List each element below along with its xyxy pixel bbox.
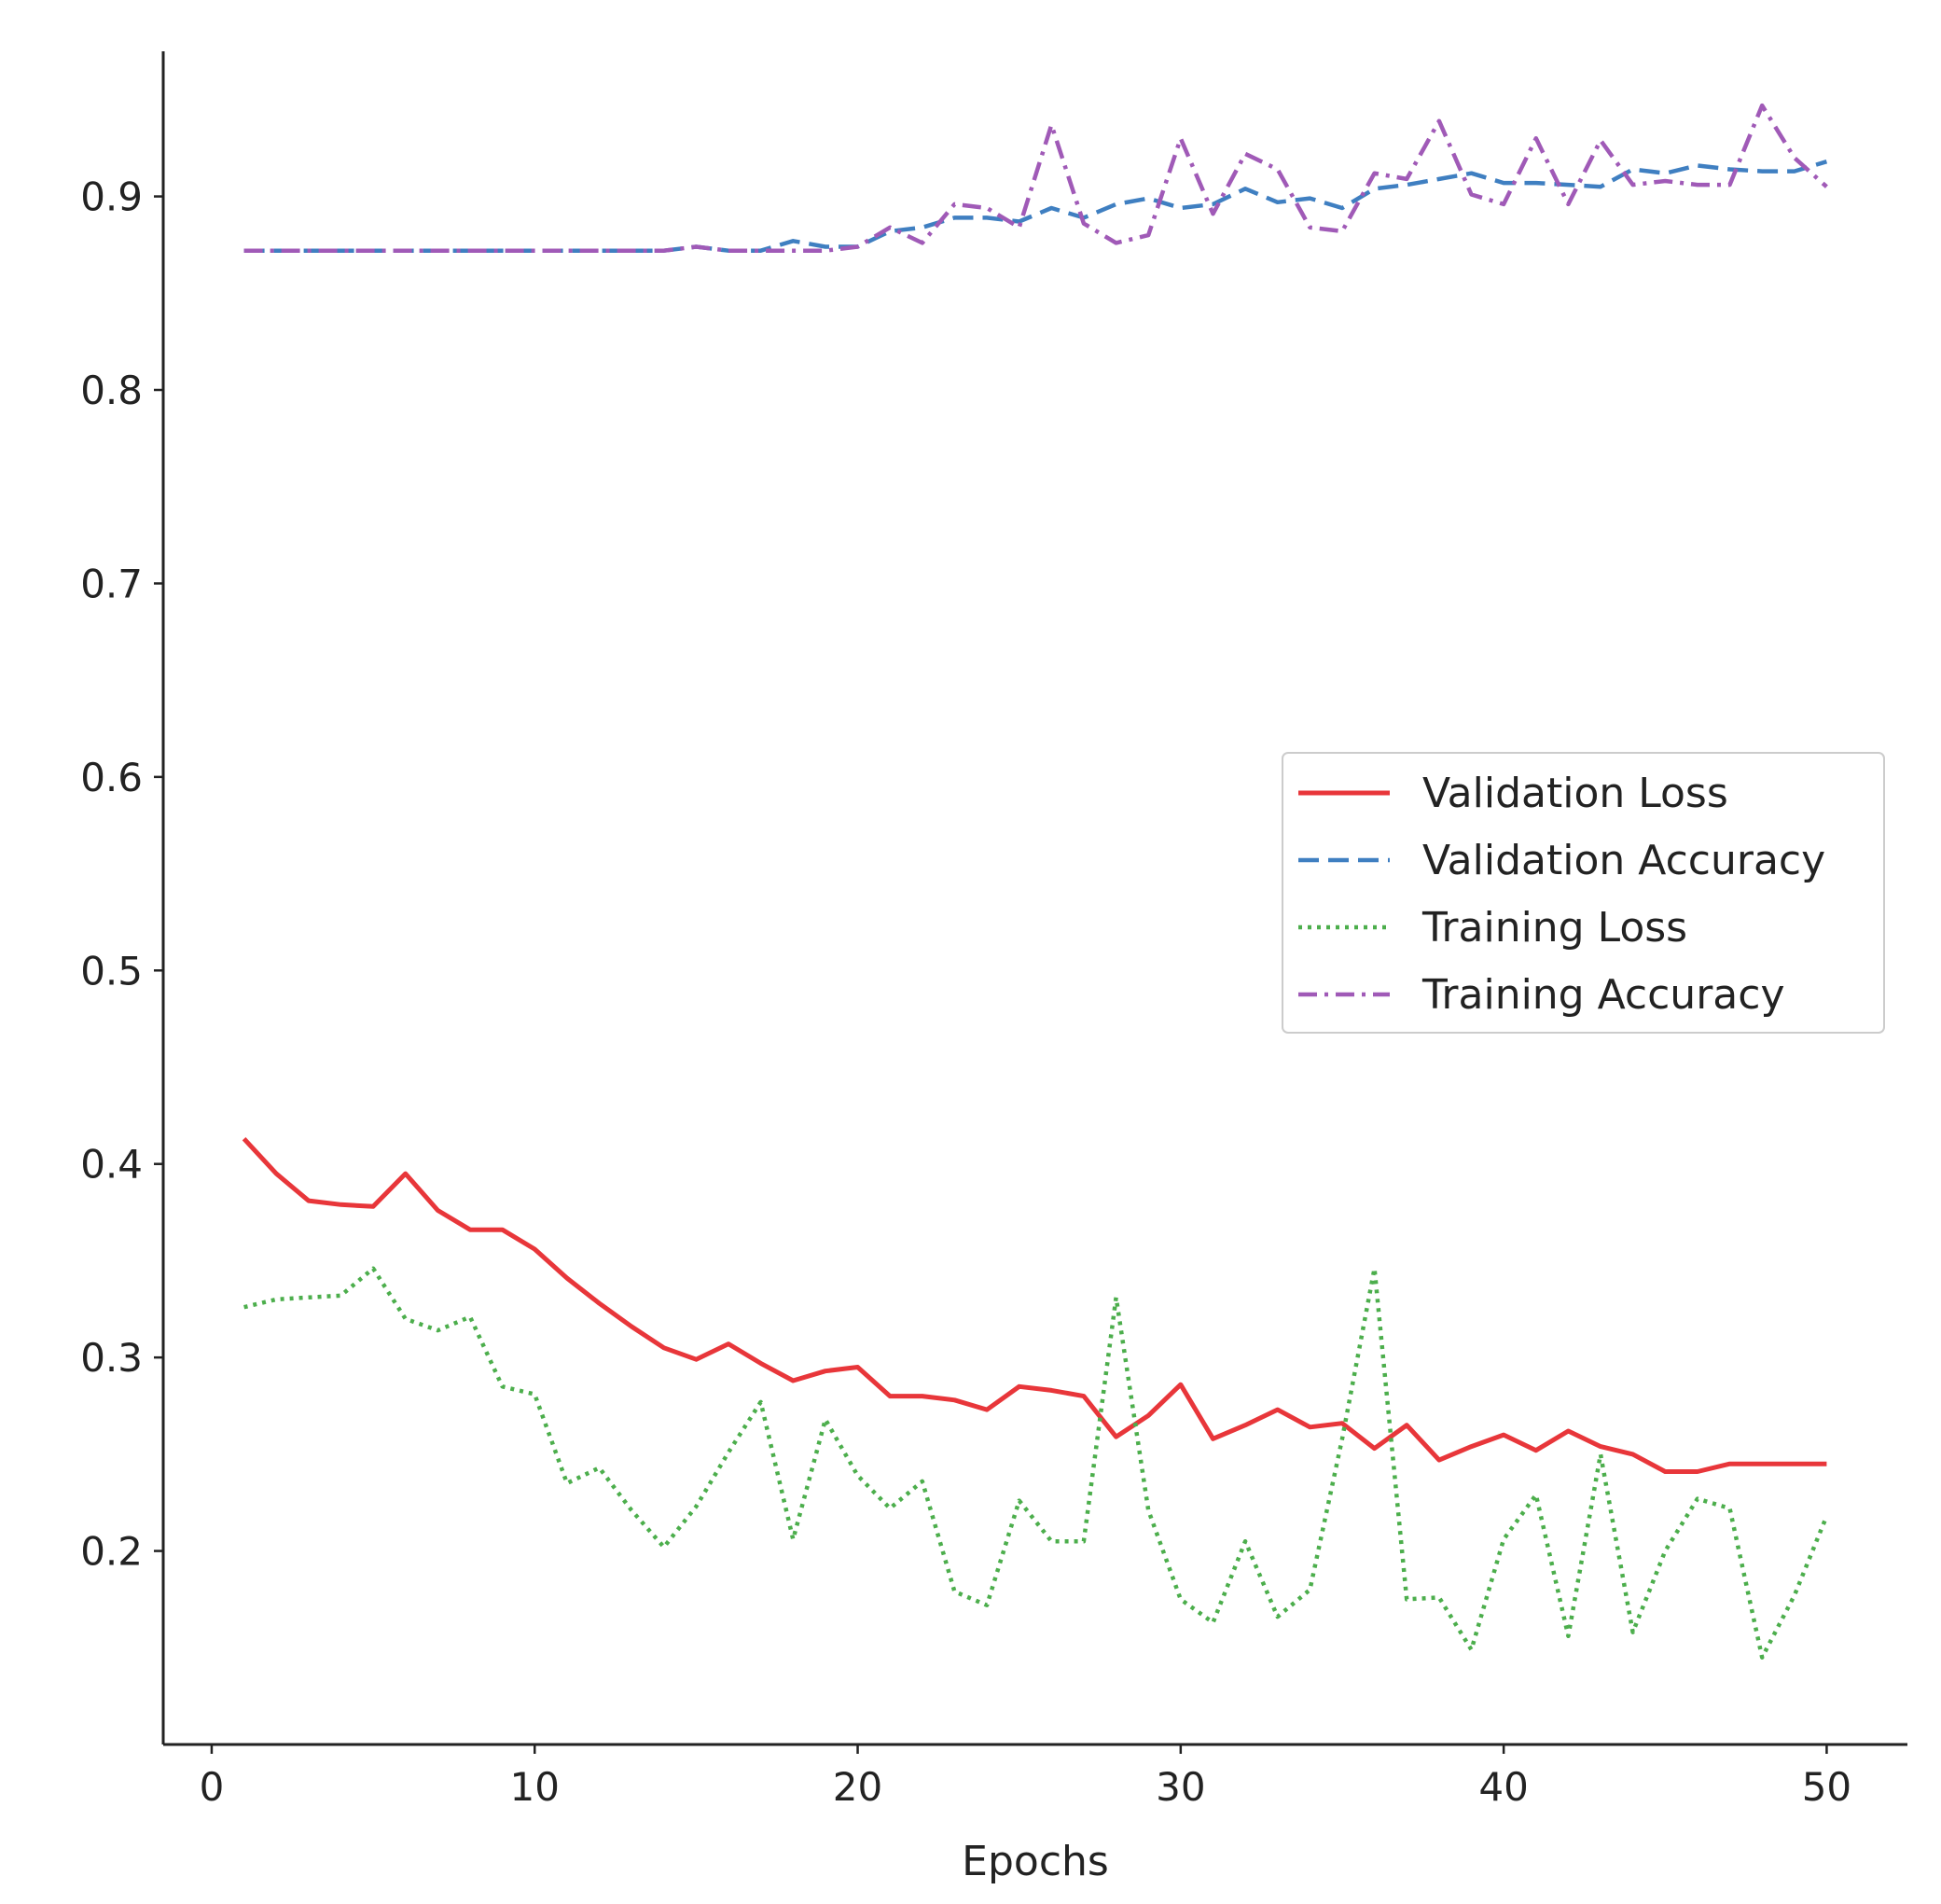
legend-label-3: Training Loss bbox=[1421, 904, 1687, 952]
y-tick-label: 0.8 bbox=[80, 368, 143, 413]
series-line-2 bbox=[243, 160, 1828, 253]
x-tick-label: 0 bbox=[200, 1764, 225, 1810]
legend: Validation Loss Validation Accuracy Traini… bbox=[1282, 752, 1885, 1034]
series-line-1 bbox=[242, 1137, 1827, 1474]
y-tick-label: 0.9 bbox=[80, 174, 143, 220]
series-line-4 bbox=[243, 103, 1828, 253]
x-tick-label: 30 bbox=[1156, 1764, 1205, 1810]
y-tick-label: 0.3 bbox=[80, 1335, 143, 1381]
legend-label-2: Validation Accuracy bbox=[1422, 837, 1825, 884]
x-tick-label: 40 bbox=[1478, 1764, 1528, 1810]
y-tick-label: 0.7 bbox=[80, 561, 143, 606]
x-tick-label: 20 bbox=[833, 1764, 882, 1810]
legend-box bbox=[1282, 752, 1885, 1034]
x-tick-label: 10 bbox=[510, 1764, 560, 1810]
y-tick-label: 0.5 bbox=[80, 948, 143, 994]
y-ticks: 0.2 0.3 0.4 0.5 0.6 0.7 0.8 0.9 bbox=[80, 174, 163, 1575]
y-tick-label: 0.4 bbox=[80, 1142, 143, 1188]
axes bbox=[161, 51, 1907, 1746]
y-tick-label: 0.6 bbox=[80, 755, 143, 800]
plot-lines bbox=[242, 103, 1829, 1660]
y-tick-label: 0.2 bbox=[80, 1529, 143, 1575]
x-ticks: 0 10 20 30 40 50 bbox=[200, 1744, 1851, 1810]
x-tick-label: 50 bbox=[1802, 1764, 1851, 1810]
legend-label-4: Training Accuracy bbox=[1421, 971, 1784, 1019]
legend-label-1: Validation Loss bbox=[1422, 770, 1728, 817]
x-axis-title: Epochs bbox=[962, 1838, 1109, 1885]
